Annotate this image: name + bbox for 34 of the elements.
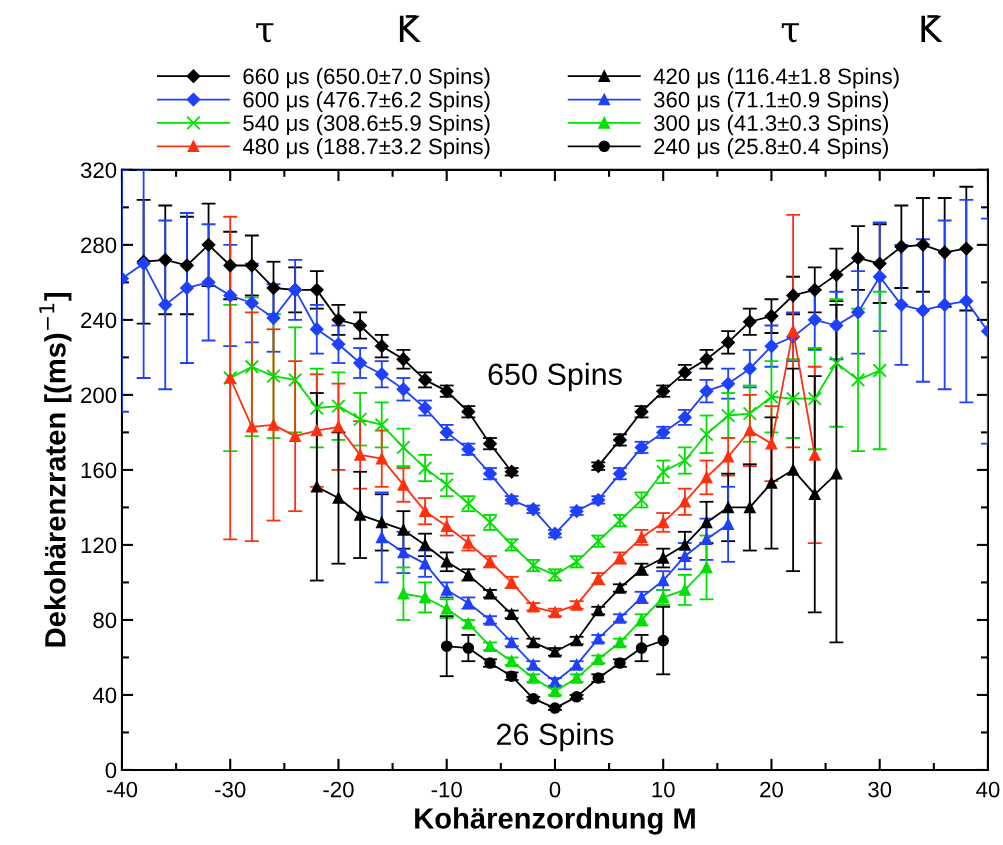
text: K̄ xyxy=(399,15,421,43)
y-tick-label: 40 xyxy=(92,687,117,704)
y-tick-label: 0 xyxy=(105,762,117,779)
legend-label: 480 μs (188.7±3.2 Spins) xyxy=(242,138,490,159)
x-tick-label: 40 xyxy=(976,781,1000,798)
legend-label: 300 μs (41.3±0.3 Spins) xyxy=(653,114,888,136)
x-tick-label: -10 xyxy=(431,781,462,798)
x-tick-label: -20 xyxy=(323,781,354,798)
y-tick-label: 160 xyxy=(81,462,117,479)
y-tick-label: 80 xyxy=(93,612,117,629)
x-tick-label: 0 xyxy=(549,781,561,798)
y-tick-label: 120 xyxy=(81,537,117,554)
annotation: 650 Spins xyxy=(488,362,622,392)
y-axis-title: Dekohärenzraten [(ms)$^{−1}$] xyxy=(39,293,72,647)
x-tick-label: 30 xyxy=(868,781,892,798)
legend-label: 360 μs (71.1±0.9 Spins) xyxy=(653,91,888,112)
annotation: 26 Spins xyxy=(497,722,614,752)
x-tick-label: -40 xyxy=(106,781,138,798)
x-tick-label: -30 xyxy=(215,781,246,798)
y-tick-label: 240 xyxy=(81,312,117,329)
text: τ xyxy=(781,23,799,43)
legend-label: 600 μs (476.7±6.2 Spins) xyxy=(243,91,490,112)
x-axis-title: Kohärenzordnung M xyxy=(415,807,695,835)
x-tick-label: 20 xyxy=(760,781,783,798)
legend-label: 660 μs (650.0±7.0 Spins) xyxy=(243,67,490,89)
y-tick-label: 320 xyxy=(80,162,117,179)
text: K̄ xyxy=(921,15,943,43)
legend-label: 540 μs (308.6±5.9 Spins) xyxy=(243,114,490,136)
text: τ xyxy=(256,23,274,43)
x-tick-label: 10 xyxy=(652,781,675,798)
legend-label: 420 μs (116.4±1.8 Spins) xyxy=(653,67,899,89)
legend-label: 240 μs (25.8±0.4 Spins) xyxy=(654,138,888,159)
y-tick-label: 280 xyxy=(81,237,117,254)
y-tick-label: 200 xyxy=(81,387,117,404)
